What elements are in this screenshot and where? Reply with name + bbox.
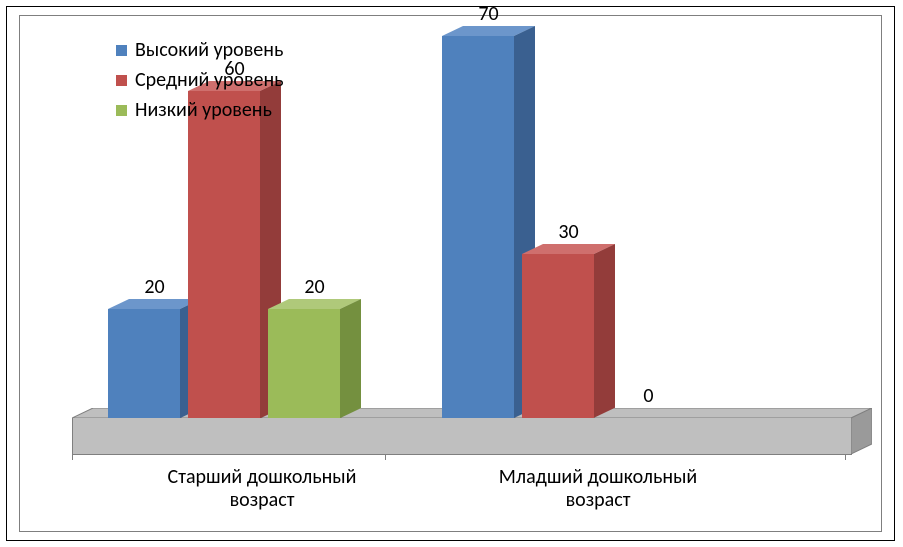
outer-frame: Высокий уровень Средний уровень Низкий уро…	[6, 6, 895, 541]
legend: Высокий уровень Средний уровень Низкий уро…	[116, 38, 284, 128]
data-label: 20	[300, 275, 330, 299]
legend-item: Средний уровень	[116, 68, 284, 92]
legend-label: Средний уровень	[135, 68, 284, 92]
floor-front	[72, 418, 852, 455]
legend-item: Высокий уровень	[116, 38, 284, 62]
bar	[188, 91, 260, 418]
data-label: 30	[554, 220, 584, 244]
bar	[522, 254, 594, 418]
data-label: 0	[634, 384, 664, 408]
legend-item: Низкий уровень	[116, 98, 284, 122]
axis-tick	[845, 454, 846, 460]
data-label: 70	[474, 2, 504, 26]
bar	[442, 36, 514, 418]
chart-area: Высокий уровень Средний уровень Низкий уро…	[19, 15, 882, 532]
legend-swatch	[116, 45, 127, 56]
legend-swatch	[116, 105, 127, 116]
bar	[108, 309, 180, 418]
legend-label: Низкий уровень	[135, 98, 272, 122]
axis-tick	[385, 454, 386, 460]
bar	[268, 309, 340, 418]
axis-tick	[72, 454, 73, 460]
data-label: 20	[140, 275, 170, 299]
floor-right	[851, 408, 872, 454]
category-label: Старший дошкольныйвозраст	[132, 466, 392, 512]
legend-swatch	[116, 75, 127, 86]
category-label: Младший дошкольныйвозраст	[468, 466, 728, 512]
legend-label: Высокий уровень	[135, 38, 283, 62]
